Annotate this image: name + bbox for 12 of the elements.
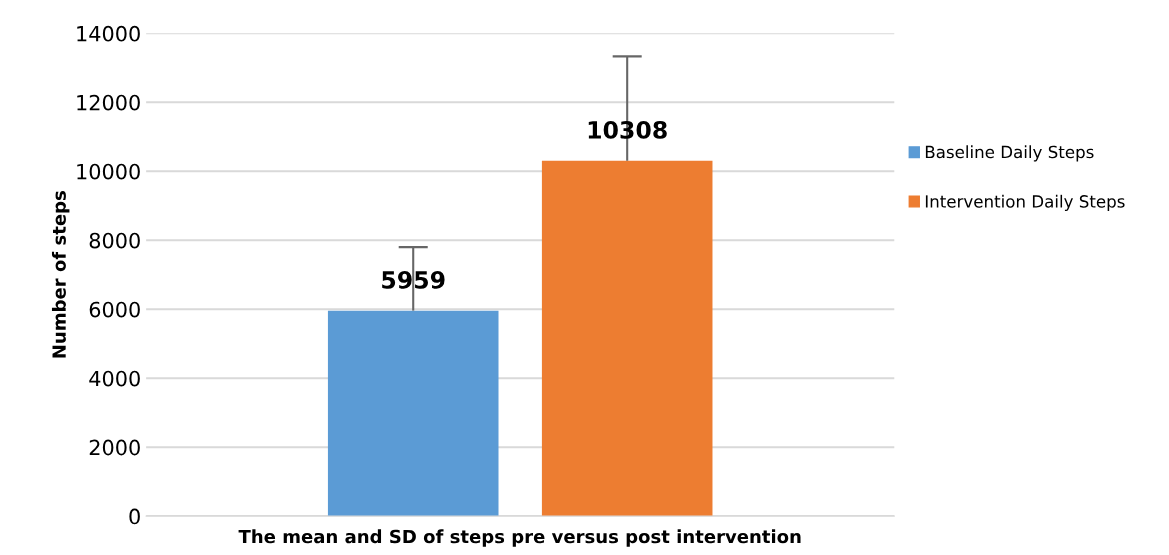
y-axis-title: Number of steps (51, 191, 70, 358)
y-tick-label: 2000 (89, 439, 140, 456)
legend-label: Baseline Daily Steps (925, 145, 1094, 162)
legend-label: Intervention Daily Steps (925, 194, 1125, 211)
y-tick-label: 4000 (89, 370, 140, 387)
y-tick-label: 10000 (77, 163, 140, 180)
y-tick-label: 6000 (89, 301, 140, 318)
y-tick-label: 0 (129, 508, 140, 525)
y-tick-label: 14000 (77, 25, 140, 42)
y-tick-label: 8000 (89, 232, 140, 249)
x-axis-title: The mean and SD of steps pre versus post intervention (238, 529, 801, 547)
y-tick-label: 12000 (77, 94, 140, 111)
